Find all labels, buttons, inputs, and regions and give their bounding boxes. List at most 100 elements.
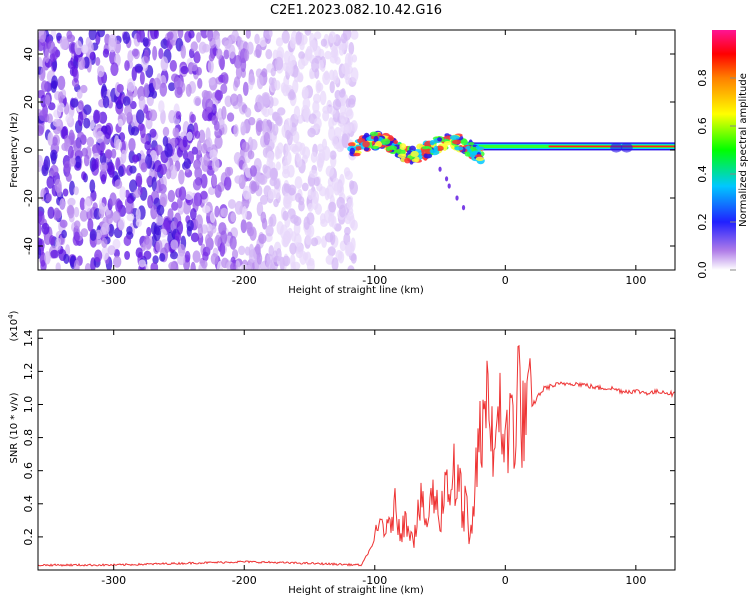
heatmap-cell bbox=[437, 137, 443, 142]
heatmap-cell bbox=[209, 211, 216, 224]
heatmap-cell bbox=[73, 259, 80, 270]
heatmap-cell bbox=[167, 208, 174, 221]
heatmap-cell bbox=[104, 148, 113, 159]
heatmap-cell bbox=[219, 242, 226, 257]
heatmap-cell bbox=[242, 162, 248, 173]
heatmap-cell bbox=[250, 181, 257, 192]
snr-y-label: SNR (10 * v/v) bbox=[9, 392, 20, 463]
heatmap-cell bbox=[143, 250, 152, 260]
heatmap-cell bbox=[153, 159, 162, 173]
heatmap-cell bbox=[349, 181, 358, 195]
heatmap-cell bbox=[65, 114, 73, 124]
heatmap-cell bbox=[138, 259, 146, 268]
heatmap-cell bbox=[351, 54, 358, 63]
heatmap-cell bbox=[89, 179, 96, 193]
heatmap-cell bbox=[411, 158, 419, 163]
y-tick-label: 40 bbox=[22, 47, 35, 61]
heatmap-cell bbox=[261, 68, 268, 78]
heatmap-cell bbox=[268, 245, 275, 257]
heatmap-cell bbox=[307, 189, 314, 201]
heatmap-cell bbox=[51, 75, 58, 90]
heatmap-cell bbox=[158, 100, 165, 113]
heatmap-cell bbox=[122, 96, 131, 107]
heatmap-cell bbox=[169, 251, 179, 260]
heatmap-cell bbox=[362, 140, 370, 148]
heatmap-cell bbox=[319, 90, 327, 106]
heatmap-cell bbox=[201, 259, 208, 269]
heatmap-cell bbox=[410, 150, 419, 158]
heatmap-cell bbox=[399, 143, 407, 151]
heatmap-cell bbox=[290, 261, 296, 270]
heatmap-cell bbox=[272, 123, 279, 136]
heatmap-cell bbox=[332, 98, 342, 111]
heatmap-cell bbox=[348, 142, 356, 147]
heatmap-cell bbox=[73, 231, 80, 242]
heatmap-cell bbox=[111, 148, 117, 159]
heatmap-cell bbox=[47, 102, 56, 111]
heatmap-cell bbox=[263, 165, 272, 179]
heatmap-cell bbox=[292, 79, 299, 94]
colorbar-tick-label: 0.8 bbox=[696, 69, 709, 87]
heatmap-cell bbox=[211, 174, 218, 187]
heatmap-cell bbox=[38, 154, 43, 167]
heatmap-cell bbox=[99, 141, 106, 151]
heatmap-cell bbox=[168, 261, 177, 270]
heatmap-cell bbox=[344, 226, 351, 236]
heatmap-cell bbox=[123, 235, 132, 247]
heatmap-cell bbox=[445, 135, 452, 141]
heatmap-cell bbox=[234, 200, 244, 215]
heatmap-cell bbox=[124, 250, 131, 260]
heatmap-cell bbox=[328, 31, 337, 44]
heatmap-cell bbox=[242, 81, 249, 96]
heatmap-cell bbox=[262, 107, 270, 118]
heatmap-cell bbox=[55, 237, 62, 246]
heatmap-cell bbox=[196, 31, 202, 43]
heatmap-cell bbox=[369, 131, 379, 137]
heatmap-cell bbox=[328, 201, 337, 213]
heatmap-cell bbox=[69, 157, 77, 167]
heatmap-cell bbox=[126, 212, 135, 222]
heatmap-cell bbox=[61, 229, 67, 239]
heatmap-cell bbox=[259, 194, 268, 205]
heatmap-cell bbox=[108, 37, 117, 53]
heatmap-cell bbox=[309, 39, 318, 48]
heatmap-cell bbox=[258, 233, 267, 244]
heatmap-cell bbox=[313, 176, 320, 187]
heatmap-cell bbox=[406, 150, 413, 154]
heatmap-cell bbox=[159, 253, 166, 262]
heatmap-cell bbox=[108, 165, 115, 178]
heatmap-cell bbox=[282, 62, 289, 72]
heatmap-cell bbox=[298, 200, 305, 212]
colorbar-ticks: 0.0 0.2 0.4 0.6 0.8 bbox=[696, 69, 736, 279]
heatmap-cell bbox=[176, 221, 184, 235]
heatmap-cell bbox=[147, 194, 154, 209]
heatmap-cell bbox=[327, 246, 336, 257]
heatmap-cell bbox=[261, 120, 268, 133]
heatmap-cell bbox=[55, 262, 61, 270]
heatmap-cell bbox=[112, 238, 121, 250]
colorbar-tick-label: 0.6 bbox=[696, 117, 709, 135]
heatmap-cell bbox=[70, 98, 79, 108]
heatmap-cell bbox=[288, 89, 295, 100]
heatmap-cell bbox=[476, 146, 485, 151]
heatmap-cell bbox=[304, 109, 310, 123]
heatmap-cell bbox=[126, 195, 135, 204]
heatmap-cell bbox=[167, 189, 176, 203]
heatmap-cell bbox=[92, 144, 101, 157]
heatmap-cell bbox=[49, 235, 55, 246]
heatmap-cell bbox=[454, 146, 464, 151]
heatmap-cell bbox=[81, 44, 89, 54]
heatmap-cell bbox=[102, 95, 110, 109]
heatmap-cell bbox=[159, 228, 167, 238]
snr-series-line bbox=[38, 344, 675, 567]
heatmap-cell bbox=[220, 207, 228, 218]
heatmap-cell bbox=[160, 56, 169, 72]
heatmap-cell bbox=[53, 207, 61, 221]
y-tick-label: 0.2 bbox=[22, 528, 35, 546]
heatmap-cell bbox=[159, 192, 168, 208]
heatmap-cell bbox=[282, 210, 289, 221]
heatmap-cell bbox=[210, 225, 217, 234]
heatmap-cell bbox=[101, 222, 110, 235]
x-tick-label: 0 bbox=[502, 274, 509, 287]
